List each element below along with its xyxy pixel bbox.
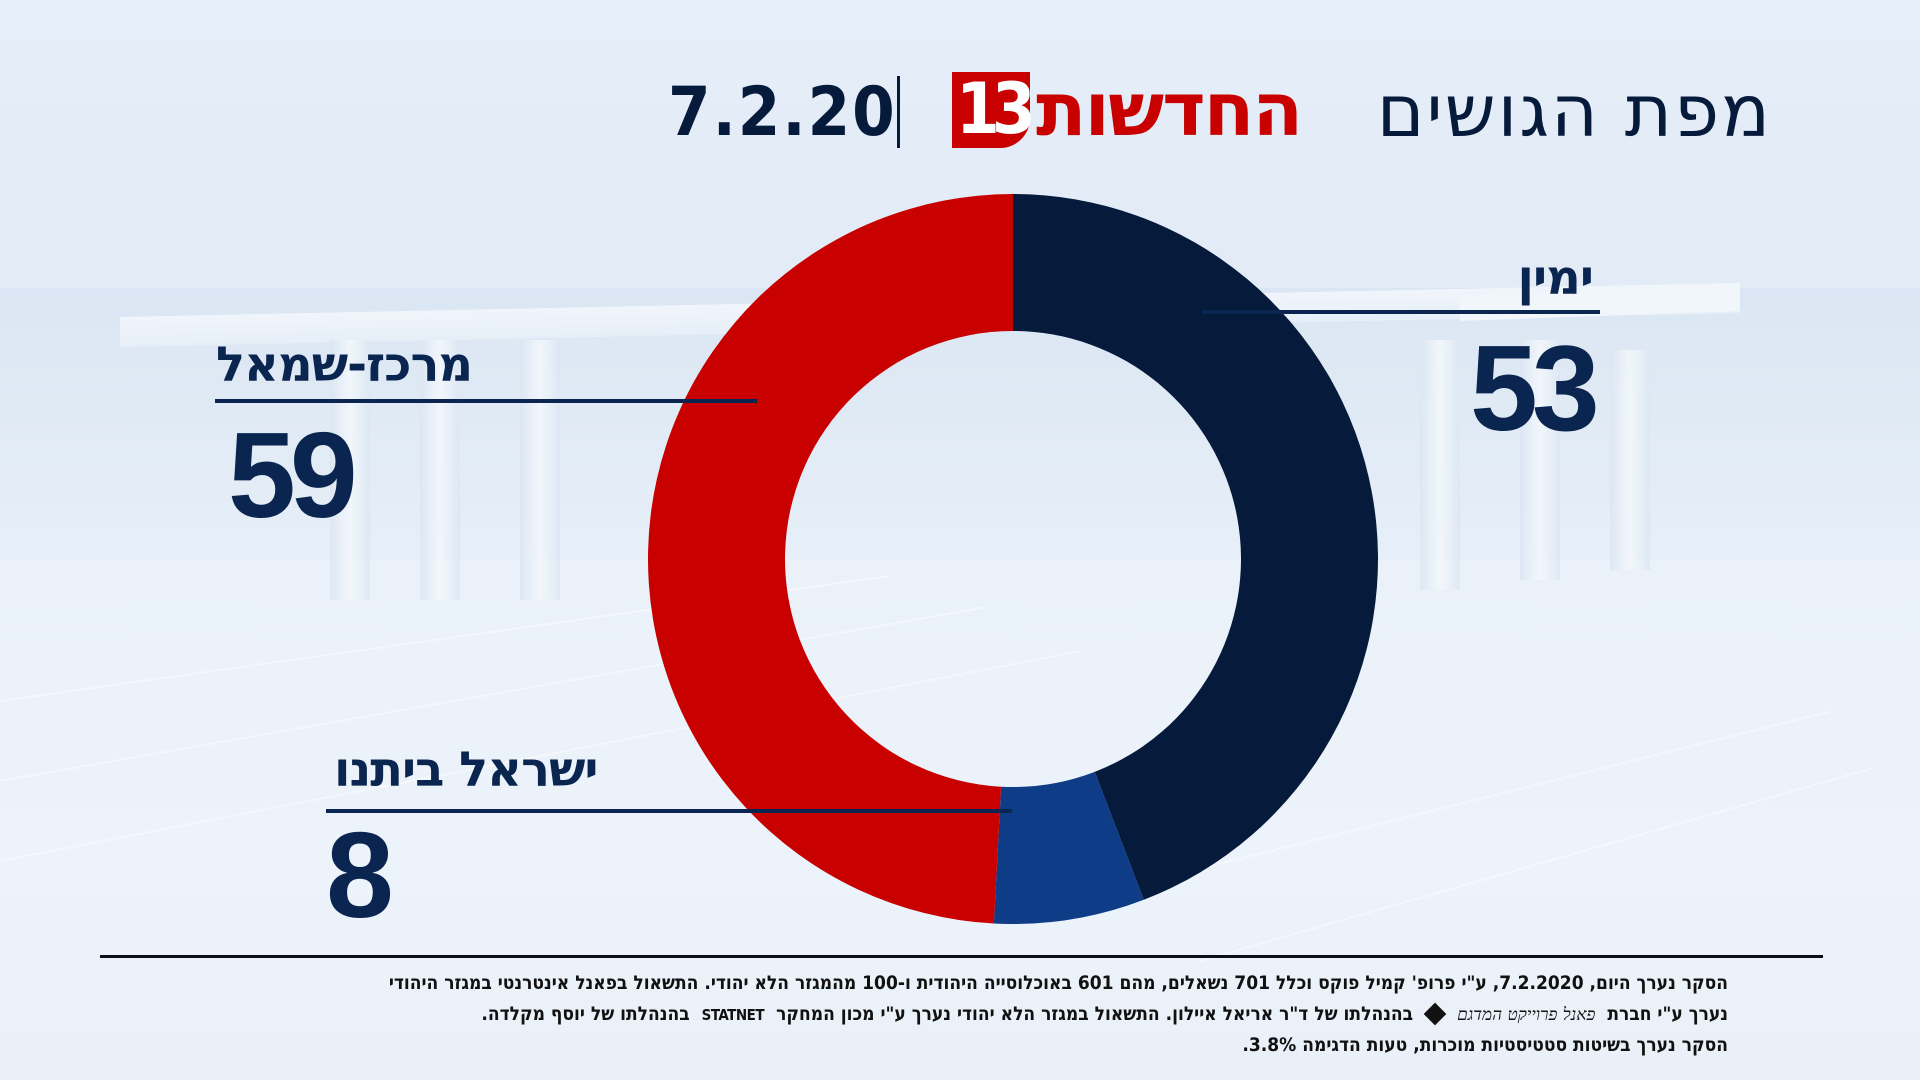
background-column xyxy=(1520,340,1560,580)
channel-13-logo-icon: 13 xyxy=(952,68,1036,150)
panel-project-logo: פאנל פרוייקט המדגם xyxy=(1457,1004,1596,1025)
yisrael-beiteinu-value: 8 xyxy=(326,807,394,943)
channel-13-news-brand: 13 החדשות xyxy=(952,67,1303,153)
bloc-donut-chart xyxy=(648,194,1378,924)
background-column xyxy=(1610,350,1650,570)
background-column xyxy=(420,340,460,600)
donut-hole xyxy=(785,331,1241,787)
right-bloc-label: ימין xyxy=(1517,250,1594,306)
logo-number: 13 xyxy=(956,68,1036,150)
donut-slice-0 xyxy=(1013,194,1378,900)
header-divider xyxy=(897,76,900,148)
footer-divider xyxy=(100,955,1823,958)
footer-text: בהנהלתו של יוסף מקלדה. xyxy=(481,1002,690,1025)
footer-line-2: נערך ע"י חברת פאנל פרוייקט המדגם בהנהלתו… xyxy=(308,999,1728,1031)
donut-slice-2 xyxy=(648,194,1013,924)
yisrael-beiteinu-leader-line xyxy=(326,809,1012,813)
center-left-leader-line xyxy=(215,399,757,403)
background-column xyxy=(330,340,370,600)
footer-line-3: הסקר נערך בשיטות סטטיסטיות מוכרות, טעות … xyxy=(1242,1034,1728,1056)
footer-line-1: הסקר נערך היום, 7.2.2020, ע"י פרופ' קמיל… xyxy=(388,972,1728,994)
background-column xyxy=(520,340,560,600)
statnet-logo: STATNET xyxy=(701,1005,765,1024)
background-column xyxy=(1420,340,1460,590)
right-bloc-leader-line xyxy=(1202,310,1600,314)
center-left-label: מרכז-שמאל xyxy=(216,337,473,393)
right-bloc-value: 53 xyxy=(1470,320,1600,456)
footer-text: בהנהלתו של ד"ר אריאל איילון. התשאול במגז… xyxy=(776,1002,1414,1025)
brand-name: החדשות xyxy=(1036,67,1303,153)
survey-date: 7.2.20 xyxy=(668,73,897,152)
center-left-value: 59 xyxy=(228,407,358,543)
donut-slice-1 xyxy=(993,771,1144,924)
header: מפת הגושים 13 החדשות 7.2.20 xyxy=(0,0,1920,160)
yisrael-beiteinu-label: ישראל ביתנו xyxy=(334,742,599,798)
page-title: מפת הגושים xyxy=(1376,69,1772,153)
survey-methodology-note: הסקר נערך היום, 7.2.2020, ע"י פרופ' קמיל… xyxy=(308,968,1728,1061)
footer-text: נערך ע"י חברת xyxy=(1607,1002,1728,1025)
diamond-logo-icon xyxy=(1423,1002,1447,1025)
